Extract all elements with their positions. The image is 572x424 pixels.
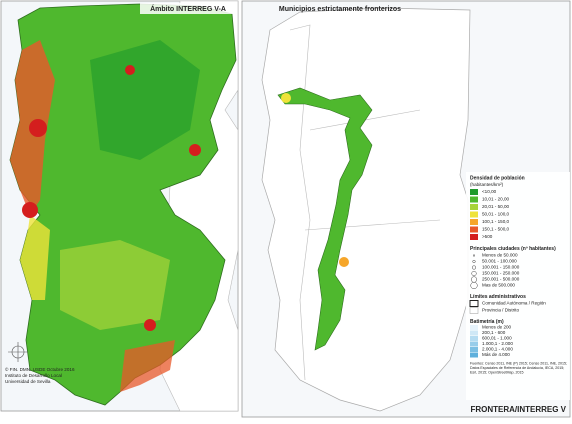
legend-label: 1.000,1 - 2.000: [482, 341, 513, 346]
legend-swatch: [470, 189, 478, 195]
right-title: Municipios estrictamente fronterizos: [279, 6, 401, 13]
legend-symbol: [470, 276, 478, 283]
legend-symbol: [471, 270, 477, 277]
legend-box: [466, 172, 570, 400]
legend-symbol: [469, 307, 479, 314]
left-map: Ámbito INTERREG V-A © FIN. DMN. USDE Oct…: [0, 0, 239, 412]
legend-label: Menos de 200: [482, 325, 512, 330]
city-density: [125, 65, 135, 75]
mid-density: [60, 240, 170, 330]
legend-symbol: [470, 281, 478, 290]
legend-symbol: [469, 300, 479, 307]
legend-label: 100,1 - 150,0: [482, 219, 510, 224]
title-box: [140, 3, 236, 14]
legend-swatch: [470, 219, 478, 225]
legend-label: Menos de 50.000: [482, 253, 518, 258]
legend-label: 10,01 - 20,00: [482, 197, 510, 202]
legend-title: Principales ciudades (nº habitantes): [470, 246, 556, 252]
left-title: Ámbito INTERREG V-A: [150, 4, 226, 13]
credit: © FIN. DMN. USDE Octubre 2016: [5, 366, 75, 372]
coast-density: [20, 215, 50, 300]
city-density: [281, 93, 291, 103]
south-density: [120, 340, 175, 392]
border-municipalities: [277, 87, 373, 351]
credit: Instituto de Desarrollo Local: [5, 373, 62, 378]
compass: [8, 342, 28, 362]
city-density: [29, 119, 47, 137]
legend-label: 50.001 - 100.000: [482, 259, 517, 264]
legend-label: >500: [482, 234, 493, 239]
city-density: [189, 144, 201, 156]
legend-swatch: [470, 234, 478, 240]
city-density: [22, 202, 38, 218]
legend-swatch: [470, 347, 478, 352]
sources: Esri, 2015; OpenStreetMap, 2015: [470, 370, 524, 374]
legend-label: <10,00: [482, 189, 497, 194]
legend-swatch: [470, 325, 478, 330]
legend-swatch: [470, 211, 478, 218]
peninsula: [261, 7, 471, 412]
legend-label: 2.000,1 - 4.000: [482, 347, 513, 352]
city-density: [339, 257, 349, 267]
rural-area: [90, 40, 200, 160]
sources: Fuentes: Censo 2011, INE (P) 2015; Censo…: [470, 361, 567, 365]
legend-swatch: [470, 196, 478, 203]
legend-swatch: [470, 204, 478, 210]
legend-title: Densidad de población: [470, 175, 525, 181]
legend-subtitle: (habitantes/km²): [470, 182, 504, 187]
legend-label: 100.001 - 150.000: [482, 265, 520, 270]
credit: Universidad de Sevilla: [5, 379, 51, 384]
legend-symbol: [471, 265, 477, 270]
legend-symbol: [472, 254, 476, 257]
footer: FRONTERA/INTERREG V: [470, 405, 566, 414]
legend-label: 200,1 - 600: [482, 330, 506, 335]
legend-title: Batimetría (m): [470, 319, 504, 325]
legend-swatch: [470, 341, 478, 347]
legend-label: Mas de 500.000: [482, 283, 515, 288]
legend-label: Provincia / Distrito: [482, 308, 519, 313]
legend-label: Comunidad Autónoma / Región: [482, 301, 546, 306]
legend-title: Límites administrativos: [470, 294, 526, 300]
legend-swatch: [470, 330, 478, 336]
legend-label: Más de 4.000: [482, 352, 510, 357]
legend-symbol: [472, 259, 476, 264]
legend-label: 150.001 - 250.000: [482, 271, 520, 276]
city-density: [144, 319, 156, 331]
sources: Datos Espaciales de Referencia de Andalu…: [470, 366, 564, 370]
legend-swatch: [470, 336, 478, 341]
legend: Densidad de población (habitantes/km²) <…: [466, 172, 570, 400]
legend-label: 150,1 - 500,0: [482, 227, 510, 232]
legend-swatch: [470, 226, 478, 233]
legend-label: 50,01 - 100,0: [482, 212, 510, 217]
legend-swatch: [470, 352, 478, 358]
legend-label: 600,01 - 1.000: [482, 336, 512, 341]
legend-label: 20,01 - 50,00: [482, 204, 510, 209]
legend-label: 250.001 - 500.000: [482, 277, 520, 282]
